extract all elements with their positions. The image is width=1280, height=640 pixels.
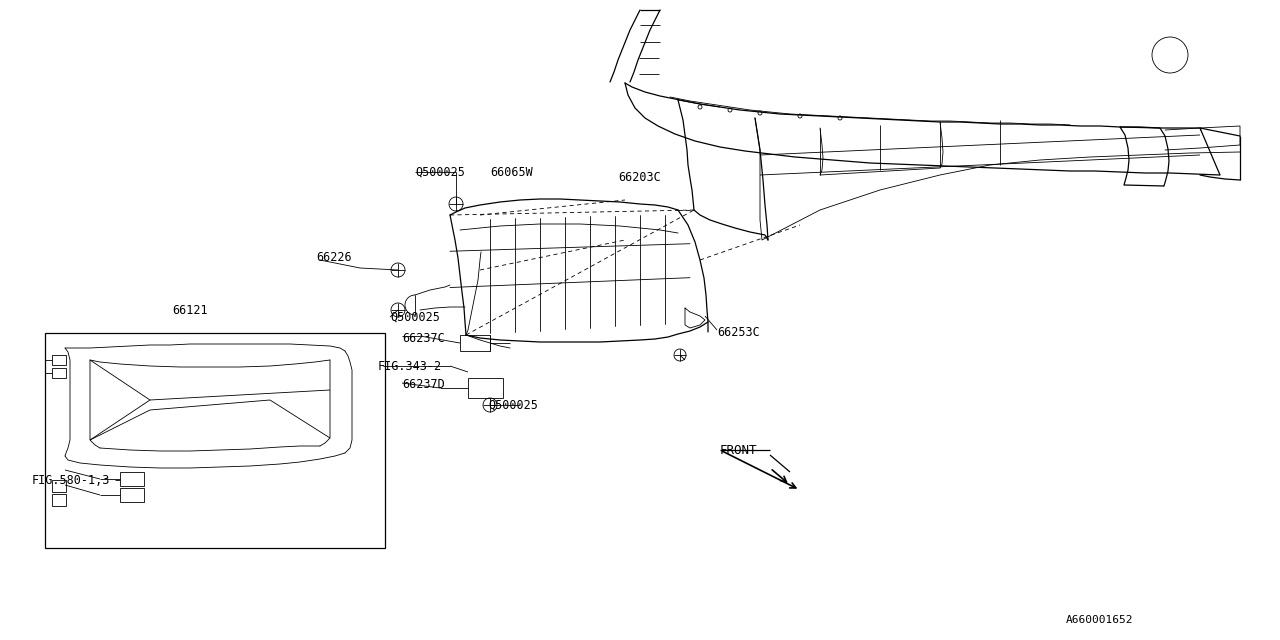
- Text: FIG.580-1,3: FIG.580-1,3: [32, 474, 110, 486]
- Bar: [52, 368, 67, 378]
- Text: 66121: 66121: [172, 303, 207, 317]
- Text: FRONT: FRONT: [721, 444, 758, 456]
- Text: 66203C: 66203C: [618, 170, 660, 184]
- Text: 66253C: 66253C: [717, 326, 760, 339]
- Text: Q500025: Q500025: [390, 310, 440, 323]
- Text: FIG.343-2: FIG.343-2: [378, 360, 442, 372]
- Bar: [120, 472, 145, 486]
- Bar: [468, 378, 503, 398]
- Text: Q500025: Q500025: [415, 166, 465, 179]
- Text: 66237D: 66237D: [402, 378, 444, 392]
- Text: A660001652: A660001652: [1066, 615, 1134, 625]
- Text: 66237C: 66237C: [402, 332, 444, 344]
- Bar: [120, 488, 145, 502]
- Bar: [52, 480, 67, 492]
- Bar: [460, 335, 490, 351]
- Text: 66065W: 66065W: [490, 166, 532, 179]
- Text: Q500025: Q500025: [488, 399, 538, 412]
- Bar: [52, 494, 67, 506]
- Bar: [45, 333, 385, 548]
- Text: 66226: 66226: [316, 250, 352, 264]
- Bar: [52, 355, 67, 365]
